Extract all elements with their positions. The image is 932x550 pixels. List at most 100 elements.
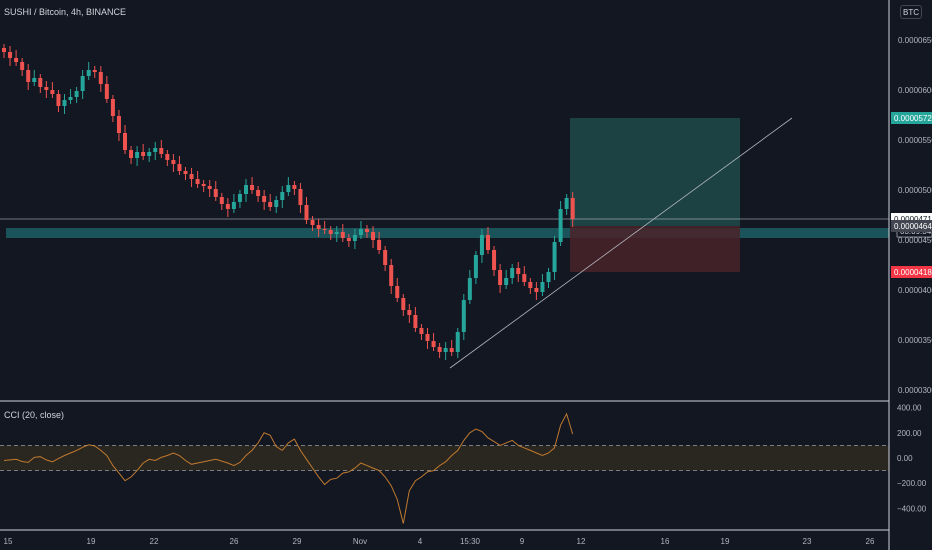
- candle-body: [328, 230, 333, 234]
- stop-price-tag: 0.0000418: [894, 268, 932, 277]
- time-tick-label: 9: [520, 537, 525, 546]
- candle-body: [38, 78, 43, 87]
- candle-body: [141, 152, 146, 156]
- candle-body: [310, 220, 315, 225]
- candle-body: [395, 286, 400, 298]
- time-tick-label: 12: [577, 537, 586, 546]
- candle-body: [486, 235, 490, 250]
- current-price-tag: 0.0000471: [894, 215, 932, 224]
- candle-body: [467, 278, 472, 300]
- target-zone: [570, 118, 740, 226]
- candle-body: [116, 116, 121, 133]
- candle-body: [552, 242, 557, 272]
- candle-body: [153, 148, 158, 152]
- price-tick-label: 0.0000300: [898, 386, 932, 395]
- candle-body: [225, 204, 230, 209]
- candle-body: [292, 185, 297, 189]
- candle-body: [110, 99, 115, 116]
- candle-body: [50, 90, 55, 94]
- candle-body: [219, 197, 224, 204]
- price-tags: 0.00005720.000047103:09:340.00004640.000…: [891, 112, 932, 278]
- cci-tick-label: −200.00: [897, 479, 927, 488]
- candle-body: [425, 334, 430, 341]
- candle-body: [201, 184, 206, 186]
- candle-body: [322, 229, 327, 230]
- candle-body: [492, 250, 497, 270]
- time-tick-label: 26: [230, 537, 239, 546]
- candle-body: [274, 200, 279, 207]
- time-tick-label: 16: [661, 537, 670, 546]
- candle-body: [540, 282, 545, 292]
- price-pane[interactable]: [2, 44, 575, 360]
- entry-price-tag-bg: [891, 220, 932, 232]
- candle-body: [177, 164, 182, 171]
- candle-body: [256, 190, 261, 196]
- cci-pane[interactable]: [0, 412, 889, 524]
- chart-title[interactable]: SUSHI / Bitcoin, 4h, BINANCE: [4, 7, 127, 17]
- time-axis[interactable]: 15 19 22 26 29 Nov 4 15:30 9 12 16 19 23 26: [4, 537, 875, 546]
- candle-body: [129, 150, 134, 158]
- candle-body: [2, 48, 6, 52]
- candle-body: [20, 62, 25, 70]
- time-tick-label: 4: [418, 537, 423, 546]
- trend-line: [449, 117, 793, 369]
- candle-body: [189, 174, 194, 179]
- candle-body: [262, 196, 267, 202]
- time-tick-label: 19: [721, 537, 730, 546]
- cci-indicator-title[interactable]: CCI (20, close): [4, 410, 65, 420]
- candle-body: [165, 154, 170, 160]
- candle-body: [92, 70, 97, 72]
- candle-body: [159, 148, 164, 154]
- time-tick-label: 29: [293, 537, 302, 546]
- candle-body: [437, 347, 442, 352]
- candle-body: [564, 198, 569, 209]
- candle-body: [473, 255, 478, 278]
- time-tick-label: 23: [803, 537, 812, 546]
- cci-tick-label: −400.00: [897, 504, 927, 513]
- time-tick-label: 26: [866, 537, 875, 546]
- candle-body: [86, 70, 91, 76]
- candle-body: [377, 240, 382, 250]
- candle-body: [147, 152, 152, 156]
- candle-body: [135, 152, 140, 158]
- target-price-tag: 0.0000572: [894, 114, 932, 123]
- candle-body: [346, 238, 351, 241]
- currency-badge[interactable]: BTC: [900, 5, 922, 19]
- candle-body: [340, 232, 345, 238]
- candle-body: [14, 58, 19, 62]
- candle-body: [250, 185, 255, 190]
- time-tick-label: 22: [150, 537, 159, 546]
- candle-body: [534, 288, 539, 292]
- candle-body: [431, 341, 436, 347]
- candle-body: [365, 229, 369, 232]
- cci-axis[interactable]: 400.00 200.00 0.00 −200.00 −400.00: [897, 404, 927, 514]
- position-zones: [0, 117, 889, 369]
- candle-body: [74, 91, 79, 97]
- candle-body: [389, 265, 394, 286]
- candle-body: [383, 250, 388, 265]
- candle-body: [455, 332, 460, 352]
- candle-body: [286, 185, 291, 192]
- candle-body: [26, 70, 31, 82]
- candle-body: [207, 186, 212, 189]
- candle-body: [479, 235, 484, 255]
- cci-tick-label: 200.00: [897, 429, 922, 438]
- candle-body: [123, 133, 127, 150]
- candle-body: [183, 171, 188, 174]
- candle-body: [334, 232, 339, 234]
- candle-body: [56, 94, 61, 106]
- cci-line: [3, 412, 574, 524]
- support-band: [6, 228, 889, 238]
- candle-body: [449, 348, 454, 352]
- candle-body: [413, 315, 418, 328]
- time-tick-label: 15: [4, 537, 13, 546]
- target-price-tag-bg: [891, 112, 932, 124]
- candle-body: [213, 189, 218, 197]
